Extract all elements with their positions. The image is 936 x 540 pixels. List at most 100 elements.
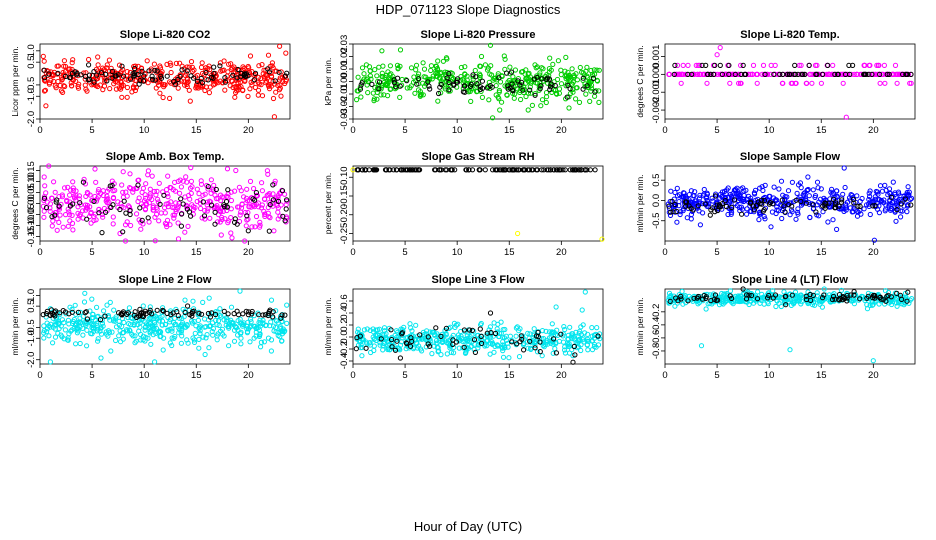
data-point-all	[198, 181, 205, 187]
data-point-all	[409, 328, 415, 334]
data-point-all	[113, 314, 119, 320]
data-point-all	[879, 188, 886, 194]
y-axis-label: ml/min per min.	[635, 297, 645, 355]
data-point-all	[86, 56, 92, 63]
data-point-highlight	[436, 90, 442, 97]
data-point-all	[277, 324, 284, 330]
data-point-all	[380, 63, 386, 69]
data-point-all	[219, 80, 226, 86]
data-point-all	[722, 71, 729, 78]
data-point-all	[748, 71, 754, 78]
data-point-highlight	[235, 66, 241, 73]
plot-frame	[352, 165, 604, 242]
data-point-highlight	[425, 341, 431, 347]
data-point-highlight	[400, 167, 406, 173]
data-point-all	[845, 71, 851, 78]
data-point-all	[142, 207, 148, 213]
data-point-highlight	[49, 214, 55, 220]
data-point-all	[843, 114, 849, 120]
data-point-highlight	[558, 331, 564, 337]
data-point-highlight	[178, 223, 184, 229]
data-point-highlight	[521, 347, 527, 353]
data-point-all	[899, 208, 905, 214]
data-point-all	[570, 331, 576, 337]
data-point-all	[539, 353, 545, 359]
data-point-highlight	[782, 209, 788, 215]
data-point-all	[737, 80, 744, 86]
data-point-highlight	[762, 71, 768, 78]
data-point-highlight	[508, 69, 515, 75]
data-point-all	[245, 329, 251, 335]
data-point-highlight	[199, 80, 205, 86]
data-point-all	[52, 322, 58, 328]
data-point-all	[510, 74, 516, 80]
data-point-all	[151, 61, 157, 67]
data-point-all	[47, 359, 54, 365]
x-tick-label: 15	[191, 247, 202, 258]
data-point-all	[95, 338, 101, 344]
data-point-all	[110, 214, 116, 220]
data-point-highlight	[409, 338, 415, 344]
data-point-all	[273, 68, 279, 74]
data-point-all	[188, 178, 194, 184]
data-point-highlight	[392, 347, 399, 353]
data-point-all	[73, 188, 79, 194]
data-point-highlight	[223, 199, 230, 205]
data-point-all	[679, 194, 685, 200]
data-point-all	[512, 67, 519, 73]
data-point-all	[157, 65, 164, 71]
data-point-highlight	[217, 63, 223, 69]
data-point-all	[418, 91, 424, 98]
data-point-highlight	[844, 295, 850, 301]
data-point-highlight	[850, 62, 856, 69]
data-point-highlight	[446, 87, 452, 93]
data-point-all	[566, 105, 572, 111]
data-point-all	[235, 332, 241, 338]
data-point-all	[816, 213, 822, 219]
data-point-all	[236, 218, 243, 225]
y-tick-label: -0.03	[339, 108, 350, 130]
data-point-all	[51, 179, 57, 185]
data-point-all	[724, 290, 730, 297]
data-point-all	[89, 296, 95, 302]
data-point-highlight	[492, 167, 498, 173]
data-point-all	[52, 189, 58, 195]
data-point-all	[866, 201, 872, 207]
data-point-all	[875, 62, 881, 69]
data-point-all	[782, 196, 788, 202]
data-point-all	[258, 344, 264, 350]
data-point-highlight	[667, 298, 673, 304]
data-point-all	[284, 302, 290, 308]
data-point-all	[175, 85, 181, 91]
data-point-highlight	[135, 182, 141, 188]
data-point-highlight	[149, 73, 155, 79]
data-point-all	[92, 166, 98, 172]
data-point-highlight	[510, 88, 516, 94]
data-point-all	[496, 333, 502, 340]
y-tick-label: -0.10	[339, 166, 350, 188]
data-point-all	[372, 67, 378, 73]
data-point-all	[567, 74, 573, 80]
data-point-all	[136, 195, 142, 201]
data-point-all	[228, 66, 234, 73]
data-point-all	[194, 186, 200, 192]
data-point-highlight	[414, 81, 420, 87]
data-point-highlight	[240, 311, 246, 317]
data-point-all	[173, 60, 179, 67]
data-point-highlight	[877, 295, 883, 301]
data-point-all	[371, 336, 377, 342]
data-point-highlight	[63, 73, 69, 80]
data-point-highlight	[137, 311, 143, 317]
data-point-all	[85, 191, 91, 197]
data-point-all	[173, 208, 179, 214]
data-point-all	[274, 318, 280, 324]
data-point-all	[218, 314, 224, 320]
data-point-all	[841, 165, 847, 171]
data-point-all	[381, 325, 388, 331]
data-point-highlight	[99, 230, 105, 236]
data-point-all	[136, 177, 142, 183]
data-point-highlight	[184, 206, 190, 212]
data-point-all	[255, 87, 262, 93]
data-point-all	[420, 92, 426, 98]
